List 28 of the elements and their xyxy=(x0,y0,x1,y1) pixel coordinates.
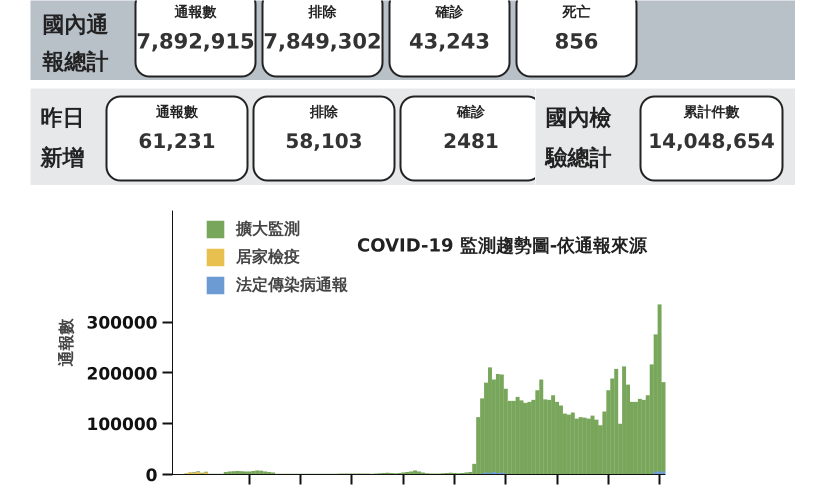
text: 國內通報總計 xyxy=(42,13,108,75)
series-label: 通報數 xyxy=(155,104,199,120)
y-tick-label: 200000 xyxy=(86,364,158,384)
y-tick-label: 0 xyxy=(146,466,158,486)
text: 國內檢驗總計 xyxy=(544,106,612,171)
text: COVID-19 監測趨勢圖-依通報來源 xyxy=(357,236,648,257)
data-label: 7,849,302 xyxy=(263,30,382,54)
data-label: 856 xyxy=(554,30,598,54)
data-label: 14,048,654 xyxy=(648,129,775,153)
y-tick-label: 100000 xyxy=(86,415,158,436)
series-label: 累計件數 xyxy=(682,104,740,120)
series-label: 通報數 xyxy=(174,4,218,20)
legend-label: 法定傳染病通報 xyxy=(236,274,348,296)
legend-label: 居家檢疫 xyxy=(236,246,300,268)
data-label: 43,243 xyxy=(408,30,490,54)
text: 昨日新增 xyxy=(40,106,84,171)
y-axis-title: 通報數 xyxy=(56,318,76,368)
data-label: 2481 xyxy=(443,129,499,153)
legend-label: 擴大監測 xyxy=(236,218,300,240)
series-label: 排除 xyxy=(308,4,338,20)
series-label: 死亡 xyxy=(562,4,590,20)
data-label: 7,892,915 xyxy=(136,30,255,54)
y-tick-label: 300000 xyxy=(86,314,158,334)
series-label: 確診 xyxy=(456,104,486,120)
data-label: 58,103 xyxy=(285,129,363,153)
data-label: 61,231 xyxy=(138,129,216,153)
series-label: 排除 xyxy=(309,104,339,120)
series-label: 確診 xyxy=(434,4,464,20)
